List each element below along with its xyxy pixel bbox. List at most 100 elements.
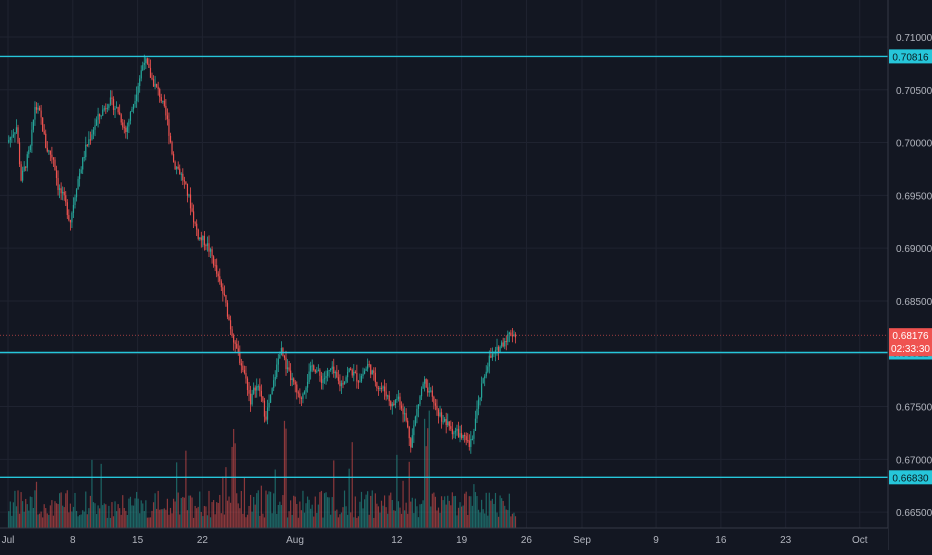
volume-bar [134,498,136,528]
volume-bar [459,502,461,528]
volume-bar [476,496,478,528]
candle-body [259,386,261,391]
candle-body [322,379,324,383]
volume-bar [111,502,113,528]
volume-bar [14,490,16,528]
volume-bar [42,517,44,528]
volume-bar [62,505,64,528]
volume-bar [317,504,319,528]
volume-bar [266,494,269,528]
candle-body [359,381,361,383]
candle-body [413,425,415,436]
volume-bar [433,492,435,528]
candle-body [414,416,416,426]
candle-body [380,387,383,389]
candle-body [119,112,121,115]
candle-body [188,194,190,196]
candle-body [202,235,204,241]
volume-bar [371,490,373,528]
time-tick-label: 8 [70,535,76,546]
candle-body [176,166,178,170]
candle-body [206,243,209,246]
candle-body [75,189,78,198]
volume-bar [114,501,116,528]
candle-body [136,94,138,102]
candle-body [139,78,141,87]
volume-bar [183,497,185,528]
candle-body [140,70,142,79]
volume-bar [385,507,387,528]
volume-bar [37,514,39,528]
volume-bar [413,513,415,528]
candle-body [11,136,13,138]
volume-bar [92,502,95,528]
candle-body [311,365,313,367]
volume-bar [20,492,22,528]
volume-bar [286,517,289,528]
candle-body [243,369,246,373]
volume-bar [291,514,293,528]
volume-bar [419,504,421,528]
candle-body [142,64,144,71]
candle-body [217,273,219,277]
candle-body [320,375,323,383]
candle-body [223,293,225,296]
volume-bar [225,467,227,528]
candle-body [18,142,21,165]
candle-body [400,405,403,409]
volume-bar [9,501,11,528]
volume-bar [510,516,512,528]
time-axis[interactable]: Jul 8 15 22 Aug 12 19 26 Sep 9 16 23 Oct [2,535,868,546]
volume-bar [513,512,515,528]
volume-bar [23,511,25,528]
candle-body [451,428,453,435]
candle-body [424,379,426,384]
volume-bar [340,512,343,528]
volume-bar [220,513,222,528]
candle-body [163,100,165,106]
candle-body [444,419,446,422]
volume-bar [223,514,225,528]
volume-bar [142,503,144,528]
candle-body [494,349,497,354]
candle-body [468,440,470,447]
last-price-badge [889,328,932,357]
volume-bar [377,506,380,528]
volume-bar [126,515,128,528]
candle-body [505,340,507,342]
candle-body [450,426,452,429]
candle-body [283,355,286,358]
candle-body [371,370,373,375]
volume-bar [69,503,71,528]
candle-body [377,388,380,390]
candle-body [354,371,356,373]
volume-bar [169,507,172,528]
volume-bar [192,517,195,528]
volume-bar [237,503,239,528]
candle-body [152,79,155,87]
candle-body [445,419,447,426]
candle-body [467,440,469,442]
candle-body [479,397,481,400]
volume-bar [450,505,452,528]
volume-bar [342,507,344,528]
candle-body [42,117,44,132]
volume-bar [100,463,102,528]
volume-bar [196,508,198,528]
candle-body [482,378,484,384]
volume-bar [65,493,67,528]
candle-body [397,396,400,399]
candle-body [440,412,443,422]
volume-bar [425,446,427,528]
candle-body [373,370,375,373]
volume-bar [390,492,392,528]
candle-body [174,161,176,170]
volume-bar [199,491,201,528]
candle-body [236,343,238,349]
candle-body [266,407,269,420]
candle-body [37,107,39,110]
candle-body [14,132,16,135]
volume-bar [18,513,21,528]
candle-body [165,105,167,116]
